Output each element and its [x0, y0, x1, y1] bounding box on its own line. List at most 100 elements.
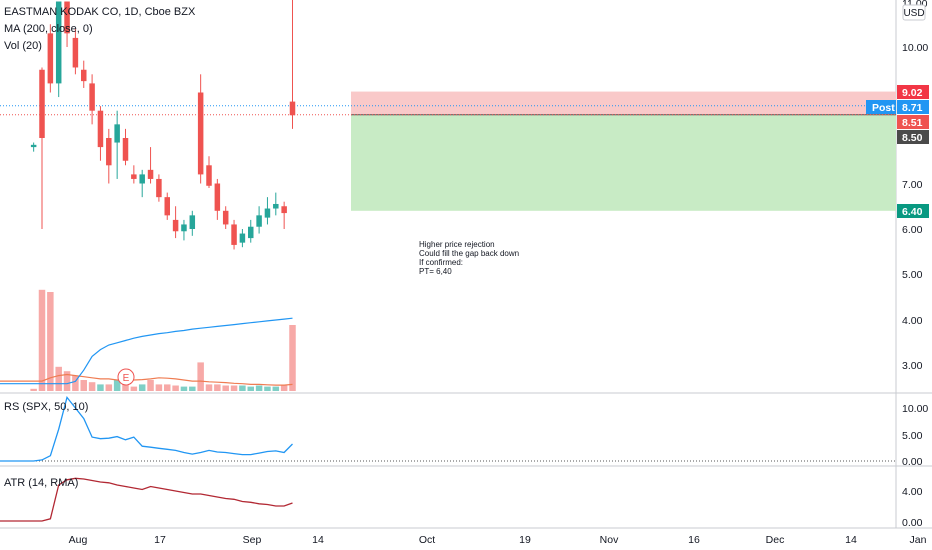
candle — [273, 192, 279, 216]
volume-bar — [138, 384, 146, 391]
candle-body — [172, 219, 179, 232]
candle-body — [281, 206, 287, 214]
candle — [289, 0, 296, 129]
candle — [106, 128, 112, 184]
rs-tick-5: 5.00 — [902, 430, 923, 442]
time-tick-sep: Sep — [243, 534, 262, 546]
candle — [39, 67, 45, 229]
volume-bar — [130, 386, 138, 391]
candle — [264, 197, 271, 225]
candle-body — [55, 1, 62, 84]
currency-badge[interactable]: USD — [902, 4, 926, 21]
rs-line — [0, 395, 293, 462]
chart-background — [0, 0, 896, 528]
candles — [30, 0, 296, 250]
legend-vol[interactable]: Vol (20) — [4, 40, 42, 52]
volume-bar — [272, 386, 280, 391]
currency-label: USD — [903, 8, 924, 19]
candle — [131, 165, 137, 184]
candle-body — [131, 174, 137, 179]
target-price-value: 6.40 — [902, 206, 923, 218]
legend-title[interactable]: EASTMAN KODAK CO, 1D, Cboe BZX — [4, 6, 196, 18]
volume-bar — [55, 366, 62, 391]
time-tick-16: 16 — [688, 534, 700, 546]
candle-body — [222, 210, 229, 225]
candle — [114, 110, 120, 179]
candle — [64, 1, 70, 47]
volume-bar — [155, 384, 163, 391]
legend-ma[interactable]: MA (200, close, 0) — [4, 23, 93, 35]
volume-bar — [247, 386, 254, 391]
candle — [156, 174, 162, 202]
candle — [189, 210, 196, 236]
candle-body — [64, 1, 70, 34]
volume-bar — [239, 385, 246, 391]
candle-body — [39, 69, 45, 138]
candle-body — [164, 197, 170, 216]
volume-bar — [147, 380, 154, 391]
stop-price-value: 9.02 — [902, 87, 923, 99]
annotation-line-2: Could fill the gap back down — [419, 249, 519, 258]
candle-body — [197, 92, 204, 175]
candle — [147, 147, 154, 184]
post-label-box — [866, 100, 896, 114]
ma-200-line — [0, 317, 293, 385]
last-price-value: 8.50 — [902, 132, 923, 144]
time-tick-jan: Jan — [910, 534, 927, 546]
rs-tick-10: 10.00 — [902, 403, 928, 415]
candle — [197, 74, 204, 184]
rs-axis[interactable]: 10.00 5.00 0.00 — [902, 403, 928, 468]
candle-body — [273, 203, 279, 209]
annotation-line-4: PT= 6,40 — [419, 267, 452, 276]
entry-price-tag[interactable]: 8.51 — [897, 115, 929, 129]
annotation-line-1: Higher price rejection — [419, 240, 495, 249]
candle — [248, 219, 254, 243]
volume-bars — [30, 289, 296, 391]
candle — [81, 60, 87, 88]
candle-body — [122, 138, 129, 161]
volume-bar — [30, 388, 37, 391]
last-price-tag[interactable]: 8.50 — [897, 130, 929, 144]
price-axis[interactable]: 11.00 USD 10.00 7.00 6.00 5.00 4.00 3.00 — [902, 0, 928, 372]
candle — [164, 192, 170, 220]
candle-body — [189, 215, 196, 229]
candle-body — [206, 165, 212, 186]
candle-body — [97, 110, 104, 148]
time-tick-17: 17 — [154, 534, 166, 546]
candle — [122, 128, 129, 166]
stop-loss-zone[interactable] — [351, 91, 896, 115]
post-price-tag[interactable]: Post 8.71 — [866, 100, 929, 114]
candle — [206, 156, 212, 189]
time-tick-19: 19 — [519, 534, 531, 546]
volume-bar — [80, 380, 87, 391]
time-tick-dec: Dec — [766, 534, 785, 546]
volume-bar — [113, 380, 121, 391]
trade-annotation[interactable]: Higher price rejection Could fill the ga… — [419, 240, 519, 276]
volume-bar — [289, 325, 296, 391]
price-tick-5: 5.00 — [902, 269, 923, 281]
legend-atr[interactable]: ATR (14, RMA) — [4, 477, 78, 489]
volume-bar — [222, 385, 229, 391]
candle — [89, 74, 95, 125]
price-tick-3: 3.00 — [902, 360, 923, 372]
candle — [281, 201, 287, 229]
volume-ma-line — [0, 373, 293, 386]
candle-body — [156, 178, 162, 198]
time-tick-14b: 14 — [845, 534, 857, 546]
candle — [214, 178, 221, 220]
candle — [47, 24, 54, 93]
volume-bar — [255, 385, 263, 391]
target-price-tag[interactable]: 6.40 — [897, 204, 929, 218]
legend-rs[interactable]: RS (SPX, 50, 10) — [4, 401, 88, 413]
profit-target-zone[interactable] — [351, 114, 896, 211]
atr-axis[interactable]: 4.00 0.00 — [902, 486, 923, 529]
candle — [30, 142, 37, 152]
post-price-tag-box — [897, 100, 929, 114]
time-axis[interactable]: Aug 17 Sep 14 Oct 19 Nov 16 Dec 14 Jan — [69, 534, 927, 546]
earnings-marker[interactable]: E — [117, 368, 135, 386]
stop-price-tag[interactable]: 9.02 — [897, 85, 929, 99]
candle-body — [248, 226, 254, 239]
volume-bar — [197, 362, 204, 391]
time-tick-14a: 14 — [312, 534, 324, 546]
